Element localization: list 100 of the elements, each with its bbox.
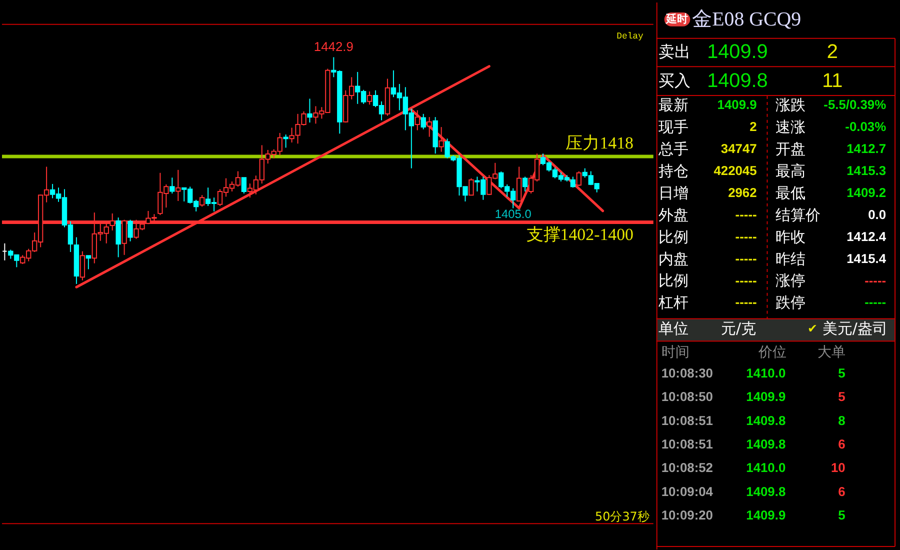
candlestick — [241, 177, 247, 194]
text: 1409.8 — [746, 484, 786, 499]
text: 时间 — [661, 344, 690, 361]
text: 杠杆 — [657, 294, 688, 312]
text: 延时 — [665, 12, 688, 26]
text: 开盘 — [776, 140, 806, 158]
text: 涨停 — [776, 272, 806, 290]
text: 大单 — [817, 344, 846, 361]
text: 美元/盎司 — [822, 320, 888, 338]
text: 跌停 — [776, 294, 806, 312]
candlestick — [366, 90, 372, 106]
candlestick — [516, 166, 522, 202]
text: 1409.9 — [746, 507, 786, 522]
text: -5.5/0.39% — [824, 96, 887, 112]
text: 5 — [838, 365, 846, 380]
text: 最低 — [776, 184, 806, 202]
candlestick — [468, 178, 474, 196]
text: 结算价 — [776, 206, 821, 224]
candlestick — [170, 177, 175, 194]
text: 10:09:04 — [661, 484, 714, 499]
text: 内盘 — [658, 250, 688, 268]
text: 10:08:51 — [661, 436, 713, 452]
candlestick — [576, 170, 582, 187]
annotation: 1405.0 — [494, 207, 532, 222]
text: 比例 — [658, 272, 688, 290]
text: 50分37秒 — [595, 510, 650, 524]
text: -0.03% — [845, 118, 887, 134]
text: 1409.9 — [746, 389, 786, 404]
text: 5 — [838, 389, 846, 404]
text: 单位 — [658, 320, 688, 338]
text: ----- — [735, 250, 757, 266]
text: 最新 — [658, 96, 688, 114]
text: Delay — [616, 31, 644, 42]
text: 6 — [838, 484, 846, 499]
candlestick — [522, 176, 528, 192]
text: 1410.0 — [746, 365, 786, 380]
text: ----- — [864, 272, 886, 288]
text: 2 — [750, 118, 757, 134]
text: 1409.8 — [746, 412, 786, 428]
text: ----- — [735, 228, 757, 244]
text: 2962 — [728, 184, 757, 200]
text: 1409.9 — [707, 41, 768, 64]
text: 1410.0 — [746, 460, 786, 476]
text: ----- — [735, 294, 757, 310]
text: 0.0 — [868, 206, 886, 222]
text: 昨结 — [776, 250, 806, 268]
text: 现手 — [658, 118, 688, 136]
text: ----- — [864, 294, 886, 310]
ref-line-label: 压力1418 — [566, 134, 634, 153]
text: 1412.7 — [846, 140, 886, 156]
candlestick — [128, 219, 133, 242]
text: ✔ — [807, 322, 818, 336]
text: 10:08:30 — [661, 365, 713, 380]
text: 买入 — [658, 71, 690, 90]
annotation: 1442.9 — [314, 39, 354, 54]
text: 422045 — [714, 162, 757, 178]
text: 6 — [838, 436, 846, 452]
text: 价位 — [758, 344, 787, 361]
text: 总手 — [657, 140, 688, 158]
text: 卖出 — [658, 42, 690, 62]
text: 1412.4 — [846, 228, 887, 244]
text: ----- — [735, 206, 757, 222]
text: 1409.8 — [707, 70, 768, 92]
text: 34747 — [720, 140, 757, 156]
text: 比例 — [658, 228, 688, 246]
text: 2 — [826, 41, 838, 64]
text: 10:08:50 — [661, 389, 713, 404]
text: 1409.9 — [717, 96, 757, 112]
text: 11 — [822, 70, 843, 92]
text: 持仓 — [658, 162, 688, 180]
candlestick — [438, 126, 444, 152]
text: 10:08:51 — [661, 412, 713, 428]
candlestick — [283, 134, 288, 148]
candlestick — [426, 116, 432, 138]
text: 10:09:20 — [661, 507, 713, 522]
text: 昨收 — [776, 228, 806, 246]
text: 5 — [838, 507, 846, 522]
text: 1415.3 — [846, 162, 886, 178]
text: 8 — [838, 412, 846, 428]
text: 金E08 GCQ9 — [692, 8, 802, 30]
candlestick — [307, 98, 312, 124]
ref-line-label: 支撑1402-1400 — [526, 225, 634, 244]
candlestick — [176, 169, 181, 202]
text: 1409.2 — [846, 184, 886, 200]
text: 1409.8 — [746, 436, 786, 452]
candlestick — [80, 250, 86, 281]
candlestick — [199, 194, 205, 208]
text: 10:08:52 — [661, 460, 713, 476]
candlestick — [420, 113, 426, 130]
text: 涨跌 — [776, 96, 806, 114]
text: 最高 — [776, 162, 806, 180]
candlestick — [86, 255, 92, 270]
text: 速涨 — [776, 118, 806, 136]
text: 1415.4 — [846, 250, 887, 266]
text: 元/克 — [720, 320, 756, 338]
text: 10 — [830, 460, 846, 476]
candlestick — [116, 217, 121, 258]
text: 日增 — [658, 184, 688, 202]
text: 外盘 — [658, 206, 688, 224]
text: ----- — [735, 272, 757, 288]
